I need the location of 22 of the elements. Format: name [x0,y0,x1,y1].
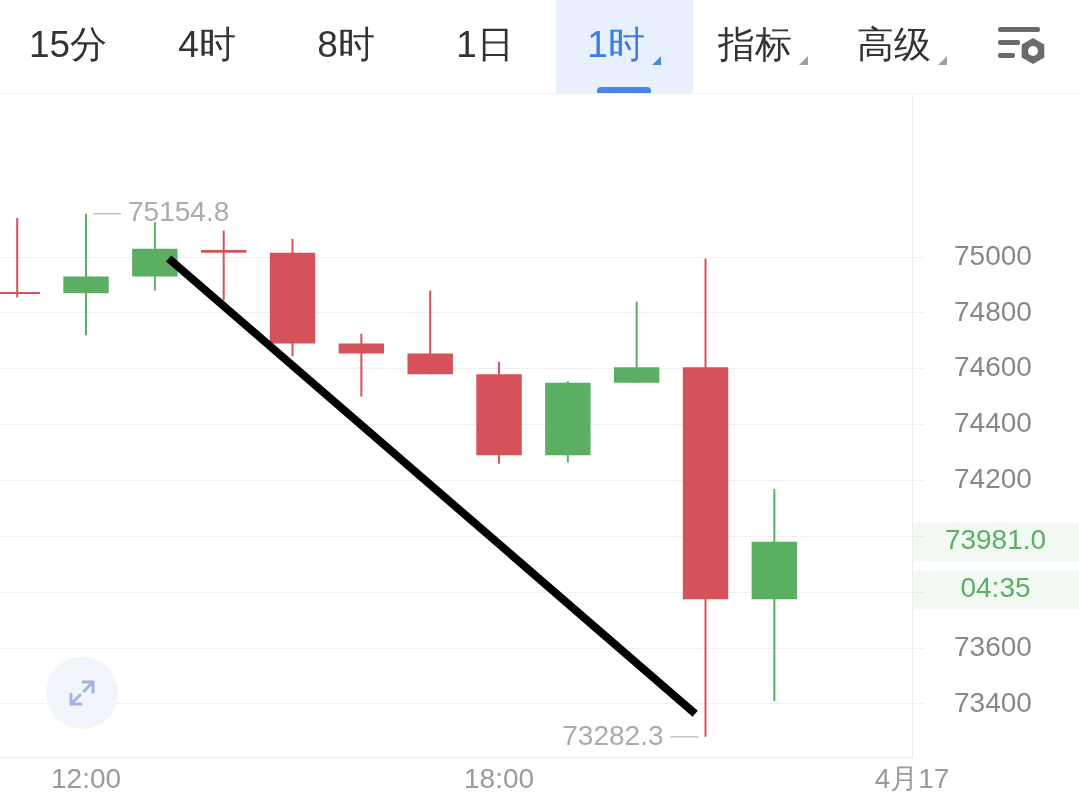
text: 4时 [178,24,236,66]
text: 指标 [718,24,792,66]
text: 15分 [28,24,108,66]
y-tick-label: 73400 [953,686,1032,718]
y-tick-label: 75000 [953,239,1032,271]
text: 高级 [857,24,931,66]
y-tick-label: 74200 [953,463,1032,495]
candlestick [200,230,247,301]
text: 04:35 [960,572,1031,604]
x-tick-label: 18:00 [463,762,535,794]
text: 8时 [317,24,375,66]
text: 1日 [456,24,514,66]
y-tick-label: 74600 [953,351,1032,383]
x-tick-label: 12:00 [51,762,122,794]
text: 1时 [587,24,645,66]
y-tick-label: 74400 [953,407,1032,439]
annotation: 73282.3 [562,719,664,751]
text: 73981.0 [944,524,1047,556]
x-tick-label: 4月17 [874,762,950,794]
y-tick-label: 73600 [953,630,1032,662]
annotation: 75154.8 [128,196,230,228]
y-tick-label: 74800 [953,295,1032,327]
